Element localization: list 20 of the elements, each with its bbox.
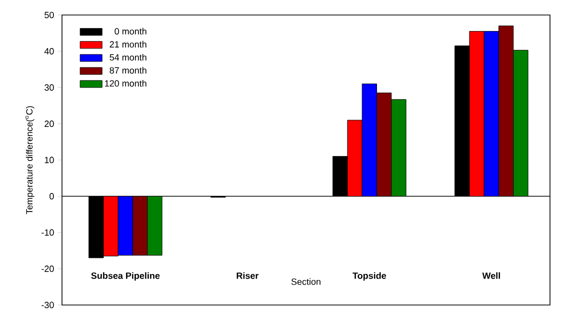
y-tick-label: 0: [50, 193, 54, 200]
y-tick-label: 30: [44, 84, 54, 91]
y-tick-label: -20: [42, 266, 54, 272]
x-tick-label: Subsea Pipeline: [91, 272, 160, 281]
legend-label: 21 month: [110, 40, 146, 48]
legend-label: 54 month: [110, 54, 146, 61]
x-axis-title: Section: [291, 278, 320, 285]
y-tick-label: -10: [42, 229, 54, 236]
y-tick-label: 40: [44, 48, 54, 54]
y-tick-label: 50: [44, 12, 54, 18]
y-tick-label: 10: [44, 156, 54, 164]
y-tick-label: 20: [44, 120, 54, 127]
x-tick-label: Topside: [352, 272, 386, 281]
y-axis-title: Temperature difference($^{o}$C): [25, 106, 34, 214]
y-tick-label: -30: [42, 302, 54, 308]
legend-label: 87 month: [110, 66, 146, 74]
x-tick-label: Riser: [236, 272, 259, 279]
legend-label: 0 month: [114, 28, 146, 35]
legend-label: 120 month: [105, 80, 146, 87]
x-tick-label: Well: [482, 272, 500, 279]
